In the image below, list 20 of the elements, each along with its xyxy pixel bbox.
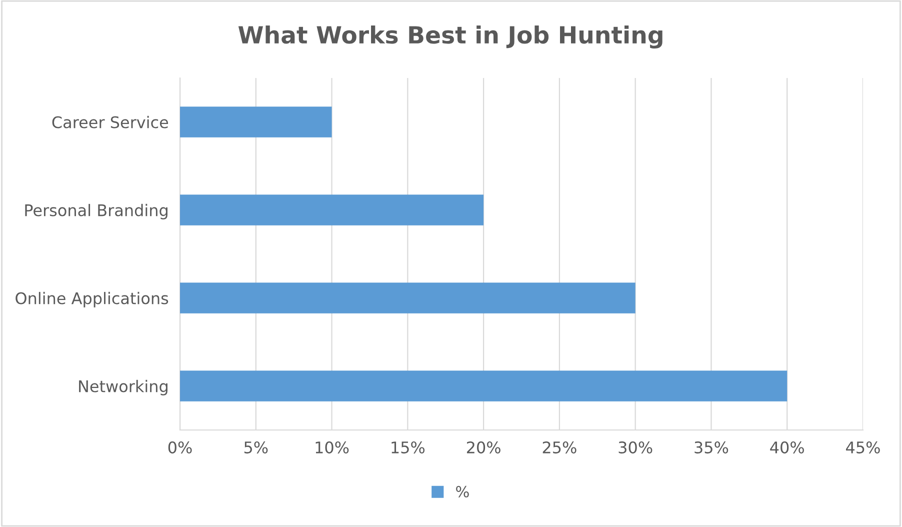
- x-tick-label: 0%: [168, 441, 192, 454]
- x-tick-label: 15%: [392, 441, 425, 454]
- x-tick-label: 5%: [244, 441, 268, 454]
- legend-label: %: [456, 486, 469, 498]
- bar: [180, 106, 332, 138]
- x-tick-label: 40%: [770, 441, 804, 454]
- bar: [180, 282, 636, 314]
- x-tick-label: 35%: [694, 441, 728, 454]
- x-tick-label: 10%: [316, 441, 349, 454]
- y-tick-label: Networking: [79, 380, 168, 396]
- x-tick-label: 20%: [466, 441, 500, 454]
- x-tick-label: 45%: [846, 441, 880, 454]
- chart-title: What Works Best in Job Hunting: [238, 25, 662, 49]
- x-tick-label: 30%: [618, 441, 652, 454]
- y-tick-label: Career Service: [52, 116, 168, 128]
- bar: [180, 194, 484, 226]
- bar: [180, 370, 788, 402]
- y-tick-label: Personal Branding: [25, 204, 168, 220]
- y-tick-label: Online Applications: [16, 292, 168, 308]
- x-tick-label: 25%: [542, 441, 576, 454]
